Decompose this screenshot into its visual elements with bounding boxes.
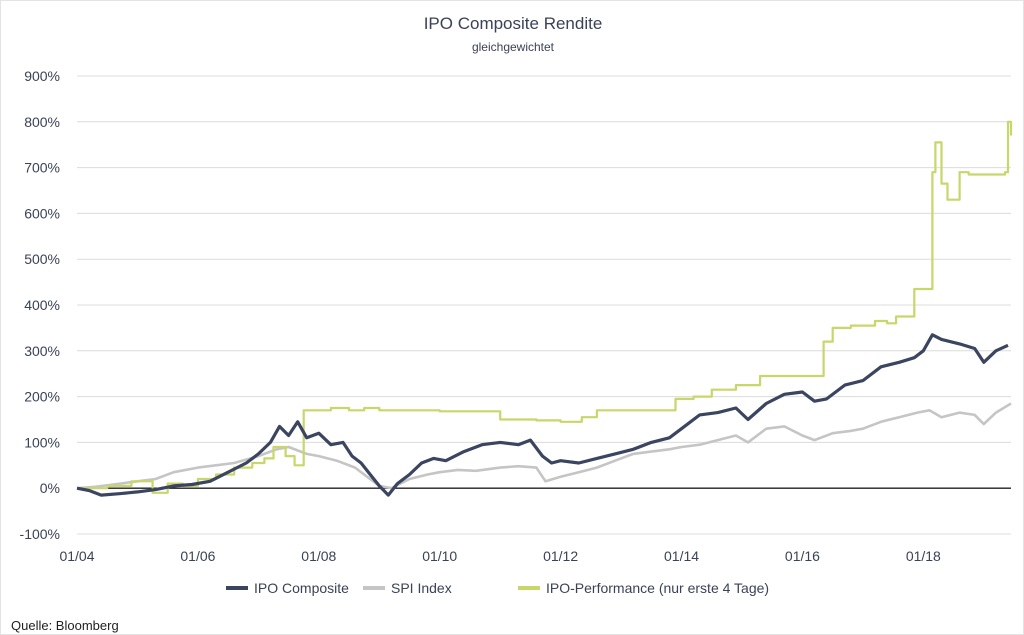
y-tick-label: 800% <box>24 114 60 130</box>
x-tick-label: 01/16 <box>785 548 820 564</box>
y-tick-label: 200% <box>24 389 60 405</box>
chart-title: IPO Composite Rendite <box>424 14 603 33</box>
x-axis-ticks: 01/04 01/06 01/08 01/10 01/12 01/14 01/16 01/18 <box>59 548 941 564</box>
y-tick-label: 400% <box>24 297 60 313</box>
x-tick-label: 01/14 <box>664 548 699 564</box>
y-axis-ticks: -100% 0% 100% 200% 300% 400% 500% 600% 700% 800% 9… <box>20 68 60 542</box>
series-layer <box>76 120 1013 497</box>
x-tick-label: 01/18 <box>906 548 941 564</box>
y-tick-label: 0% <box>40 480 60 496</box>
y-tick-label: 900% <box>24 68 60 84</box>
legend: IPO Composite SPI Index IPO-Performance (n… <box>226 580 769 596</box>
y-tick-label: -100% <box>20 526 60 542</box>
legend-label: IPO Composite <box>254 580 349 596</box>
x-tick-label: 01/08 <box>301 548 336 564</box>
y-tick-label: 100% <box>24 434 60 450</box>
x-tick-label: 01/12 <box>543 548 578 564</box>
y-tick-label: 600% <box>24 205 60 221</box>
legend-label: IPO-Performance (nur erste 4 Tage) <box>546 580 769 596</box>
x-tick-label: 01/06 <box>180 548 215 564</box>
y-tick-label: 300% <box>24 343 60 359</box>
chart-subtitle: gleichgewichtet <box>472 40 555 54</box>
source-note: Quelle: Bloomberg <box>11 618 119 633</box>
series-line-ipo-performance-nur-erste-4-tage <box>77 120 1013 494</box>
series-line-spi-index <box>76 402 1012 490</box>
legend-label: SPI Index <box>391 580 452 596</box>
x-tick-label: 01/10 <box>422 548 457 564</box>
y-tick-label: 500% <box>24 251 60 267</box>
series-line-ipo-composite <box>76 333 1009 497</box>
grid <box>77 75 1011 535</box>
y-tick-label: 700% <box>24 160 60 176</box>
x-tick-label: 01/04 <box>59 548 94 564</box>
